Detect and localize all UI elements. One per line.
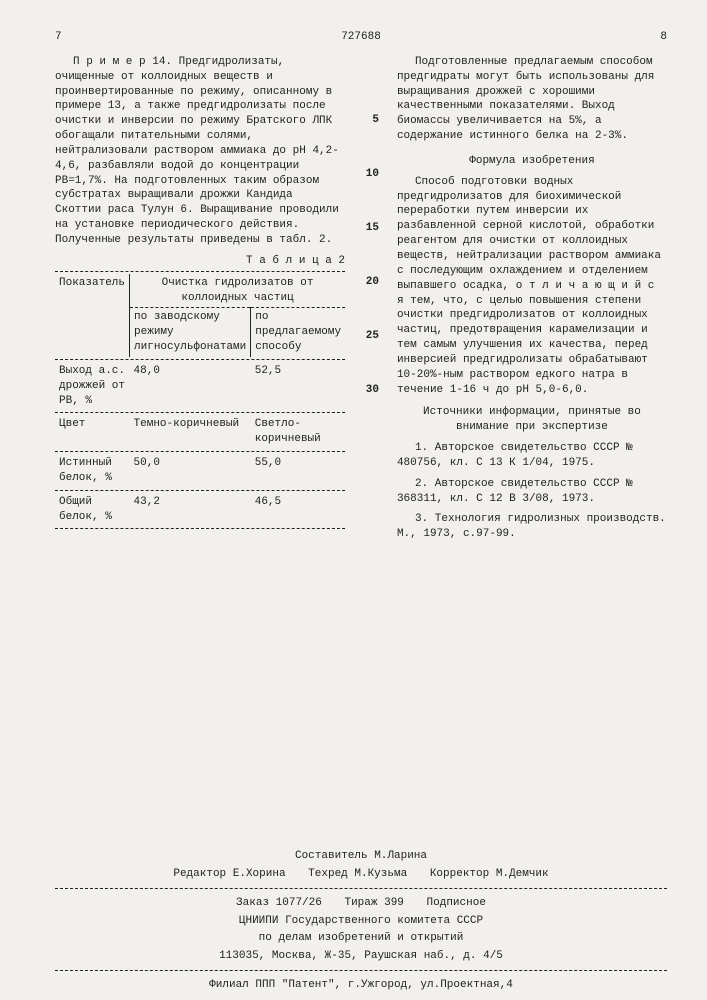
- line-num: 30: [366, 383, 379, 398]
- table-rule: [55, 359, 345, 360]
- table-header-cell: Показатель: [55, 274, 130, 357]
- sign-label: Подписное: [427, 895, 486, 912]
- table-row: Цвет Темно-коричневый Светло-коричневый: [55, 415, 345, 449]
- right-column: Подготовленные предлагаемым способом пре…: [397, 55, 667, 548]
- table-cell: Выход а.с. дрожжей от PB, %: [55, 362, 130, 411]
- table-caption: Т а б л и ц а 2: [55, 254, 345, 269]
- order-number: Заказ 1077/26: [236, 895, 322, 912]
- table-cell: 48,0: [130, 362, 251, 411]
- table-cell: 46,5: [251, 493, 345, 527]
- table-subheader-cell: по предлагаемому способу: [251, 308, 345, 357]
- table-subheader-cell: по заводскому режиму лигносульфонатами: [130, 308, 251, 357]
- table-header-cell: Очистка гидролизатов от коллоидных части…: [130, 274, 346, 308]
- table-rule: [55, 490, 345, 491]
- line-num: 5: [372, 113, 379, 128]
- document-number: 727688: [95, 30, 627, 45]
- tirage: Тираж 399: [344, 895, 403, 912]
- table-top-rule: [55, 271, 345, 272]
- table-cell: Светло-коричневый: [251, 415, 345, 449]
- table-cell: 43,2: [130, 493, 251, 527]
- page-number-left: 7: [55, 30, 95, 45]
- page: 7 727688 8 П р и м е р 14. Предгидролиза…: [0, 0, 707, 1000]
- order-line: Заказ 1077/26 Тираж 399 Подписное: [55, 895, 667, 912]
- table-row: Выход а.с. дрожжей от PB, % 48,0 52,5: [55, 362, 345, 411]
- table-row: Истинный белок, % 50,0 55,0: [55, 454, 345, 488]
- page-header: 7 727688 8: [55, 30, 667, 45]
- table-cell: 52,5: [251, 362, 345, 411]
- editor-label: Редактор Е.Хорина: [173, 866, 285, 883]
- table-rule: [55, 451, 345, 452]
- example-14-text: П р и м е р 14. Предгидролизаты, очищенн…: [55, 55, 345, 248]
- techred-label: Техред М.Кузьма: [308, 866, 407, 883]
- imprint-footer: Составитель М.Ларина Редактор Е.Хорина Т…: [55, 848, 667, 994]
- org-line-2: по делам изобретений и открытий: [55, 930, 667, 947]
- table-cell: Истинный белок, %: [55, 454, 130, 488]
- address-line: 113035, Москва, Ж-35, Раушская наб., д. …: [55, 948, 667, 965]
- credits-line: Редактор Е.Хорина Техред М.Кузьма Коррек…: [55, 866, 667, 883]
- source-3: 3. Технология гидролизных производств. М…: [397, 512, 667, 542]
- corrector-label: Корректор М.Демчик: [430, 866, 549, 883]
- sources-title: Источники информации, принятые во вниман…: [397, 405, 667, 435]
- intro-paragraph: Подготовленные предлагаемым способом пре…: [397, 55, 667, 144]
- table-cell: Общий белок, %: [55, 493, 130, 527]
- table-header-row: Показатель Очистка гидролизатов от колло…: [55, 274, 345, 308]
- line-num: 15: [366, 221, 379, 236]
- table-cell: Цвет: [55, 415, 130, 449]
- footer-rule: [55, 888, 667, 889]
- formula-text: Способ подготовки водных предгидролизато…: [397, 175, 667, 398]
- line-num: 25: [366, 329, 379, 344]
- table-cell: Темно-коричневый: [130, 415, 251, 449]
- org-line-1: ЦНИИПИ Государственного комитета СССР: [55, 913, 667, 930]
- line-num: 10: [366, 167, 379, 182]
- page-number-right: 8: [627, 30, 667, 45]
- formula-title: Формула изобретения: [397, 154, 667, 169]
- table-row: Общий белок, % 43,2 46,5: [55, 493, 345, 527]
- left-column: П р и м е р 14. Предгидролизаты, очищенн…: [55, 55, 345, 548]
- footer-rule-2: [55, 970, 667, 971]
- table-cell: 55,0: [251, 454, 345, 488]
- table-cell: 50,0: [130, 454, 251, 488]
- line-number-gutter: 5 10 15 20 25 30: [363, 55, 379, 548]
- table-2: Показатель Очистка гидролизатов от колло…: [55, 274, 345, 532]
- table-bottom-rule: [55, 528, 345, 529]
- filial-line: Филиал ППП "Патент", г.Ужгород, ул.Проек…: [55, 977, 667, 994]
- source-1: 1. Авторское свидетельство СССР № 480756…: [397, 441, 667, 471]
- two-column-body: П р и м е р 14. Предгидролизаты, очищенн…: [55, 55, 667, 548]
- line-num: 20: [366, 275, 379, 290]
- table-rule: [55, 412, 345, 413]
- composer-line: Составитель М.Ларина: [55, 848, 667, 865]
- source-2: 2. Авторское свидетельство СССР № 368311…: [397, 477, 667, 507]
